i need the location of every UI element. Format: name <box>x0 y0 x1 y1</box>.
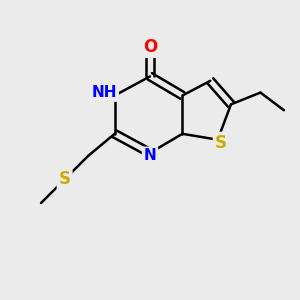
Text: O: O <box>143 38 157 56</box>
Text: S: S <box>215 134 227 152</box>
Text: NH: NH <box>92 85 117 100</box>
Text: N: N <box>144 148 156 164</box>
Text: S: S <box>58 170 70 188</box>
